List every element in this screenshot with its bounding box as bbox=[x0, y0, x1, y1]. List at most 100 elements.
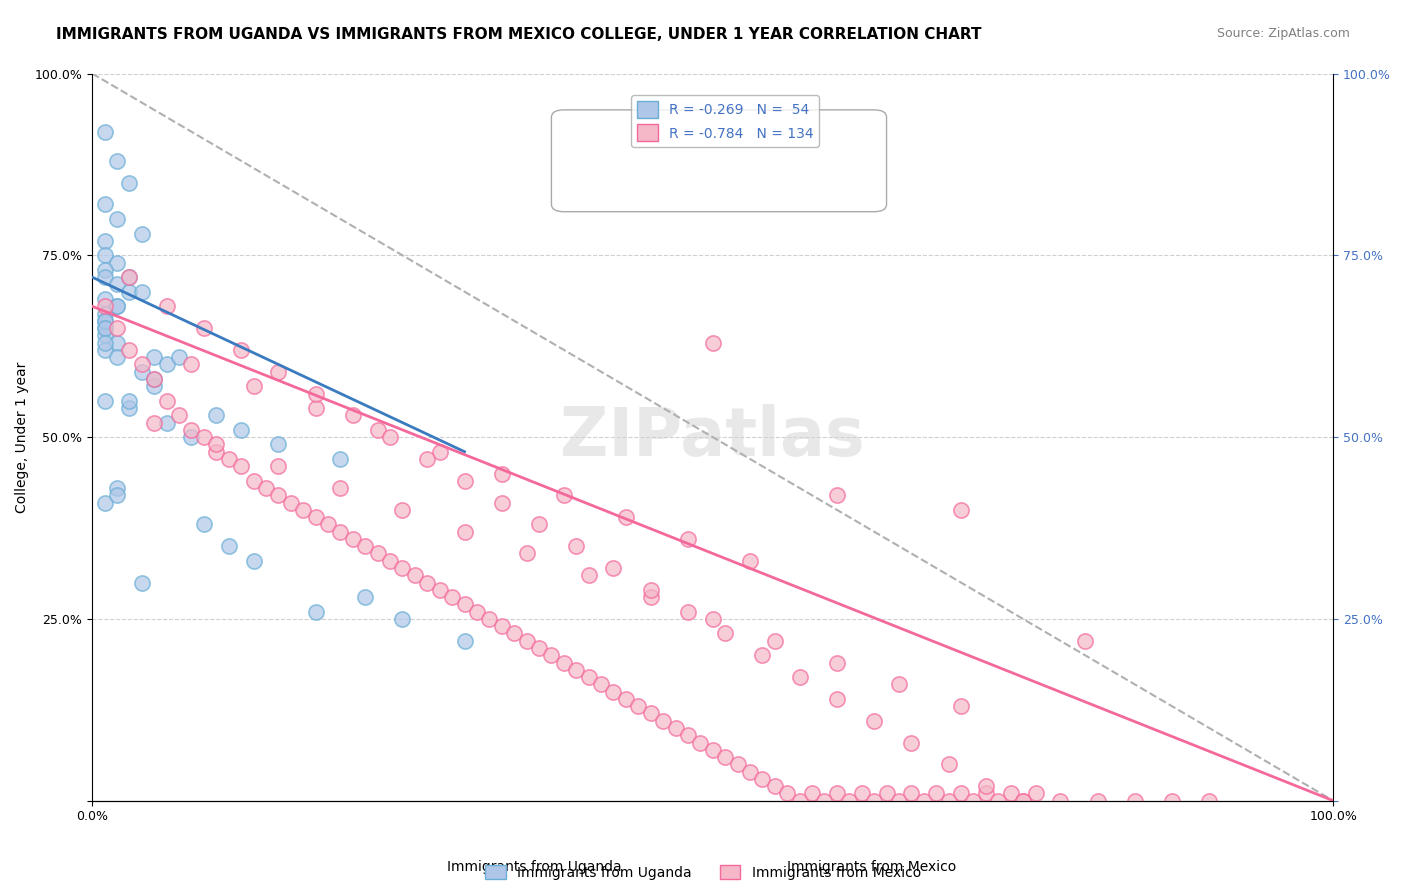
Point bbox=[156, 358, 179, 372]
Point bbox=[143, 350, 166, 364]
Point bbox=[938, 794, 960, 808]
Point bbox=[118, 285, 141, 299]
Point bbox=[863, 794, 886, 808]
Point bbox=[974, 779, 997, 793]
Legend: R = -0.269   N =  54, R = -0.784   N = 134: R = -0.269 N = 54, R = -0.784 N = 134 bbox=[631, 95, 820, 147]
Point bbox=[453, 633, 475, 648]
Point bbox=[938, 757, 960, 772]
Point bbox=[93, 263, 115, 277]
Point bbox=[925, 787, 948, 801]
Point bbox=[676, 605, 699, 619]
Point bbox=[105, 299, 128, 313]
Point bbox=[93, 335, 115, 350]
Point bbox=[1012, 794, 1035, 808]
Point bbox=[304, 605, 326, 619]
Point bbox=[180, 358, 202, 372]
Point bbox=[304, 510, 326, 524]
Point bbox=[553, 488, 575, 502]
Point bbox=[93, 125, 115, 139]
Point bbox=[727, 757, 749, 772]
Point bbox=[1198, 794, 1220, 808]
Point bbox=[527, 640, 550, 655]
Point bbox=[702, 612, 724, 626]
Point bbox=[578, 568, 600, 582]
Point bbox=[105, 277, 128, 292]
Point bbox=[453, 524, 475, 539]
Point bbox=[789, 794, 811, 808]
Point bbox=[751, 648, 773, 663]
Y-axis label: College, Under 1 year: College, Under 1 year bbox=[15, 361, 30, 513]
Point bbox=[491, 467, 513, 481]
Point bbox=[974, 787, 997, 801]
Point bbox=[714, 750, 737, 764]
Point bbox=[131, 575, 153, 590]
Point bbox=[93, 393, 115, 408]
Point bbox=[1000, 787, 1022, 801]
Point bbox=[105, 350, 128, 364]
Point bbox=[118, 270, 141, 285]
Point bbox=[93, 321, 115, 335]
Point bbox=[304, 401, 326, 415]
Point bbox=[801, 787, 824, 801]
Point bbox=[329, 481, 352, 495]
Point bbox=[367, 547, 389, 561]
Point bbox=[863, 714, 886, 728]
Point bbox=[105, 255, 128, 269]
Point bbox=[404, 568, 426, 582]
Point bbox=[329, 524, 352, 539]
Point bbox=[751, 772, 773, 786]
Point bbox=[229, 343, 252, 357]
Point bbox=[851, 787, 873, 801]
Point bbox=[887, 677, 910, 691]
Point bbox=[118, 343, 141, 357]
Point bbox=[105, 299, 128, 313]
Point bbox=[118, 176, 141, 190]
Point bbox=[242, 554, 264, 568]
Point bbox=[1074, 633, 1097, 648]
Point bbox=[391, 503, 413, 517]
Point bbox=[702, 335, 724, 350]
Point bbox=[789, 670, 811, 684]
Point bbox=[591, 677, 613, 691]
Point bbox=[218, 452, 240, 467]
Point bbox=[1087, 794, 1109, 808]
Point bbox=[602, 561, 624, 575]
Point bbox=[1012, 794, 1035, 808]
Point bbox=[304, 386, 326, 401]
Point bbox=[229, 459, 252, 474]
Point bbox=[391, 561, 413, 575]
Point bbox=[218, 539, 240, 553]
Point bbox=[354, 539, 377, 553]
Point bbox=[491, 619, 513, 633]
Point bbox=[540, 648, 562, 663]
Point bbox=[689, 735, 711, 749]
Point bbox=[193, 321, 215, 335]
Point bbox=[527, 517, 550, 532]
Text: ZIPatlas: ZIPatlas bbox=[561, 404, 865, 470]
Point bbox=[105, 153, 128, 168]
Point bbox=[825, 488, 848, 502]
Point bbox=[93, 495, 115, 509]
Point bbox=[652, 714, 675, 728]
Point bbox=[491, 495, 513, 509]
Point bbox=[565, 539, 588, 553]
Point bbox=[763, 633, 786, 648]
Point bbox=[950, 503, 973, 517]
Point bbox=[378, 430, 401, 444]
Point bbox=[776, 787, 799, 801]
Point bbox=[367, 423, 389, 437]
Point bbox=[429, 444, 451, 458]
Point bbox=[131, 285, 153, 299]
Text: Immigrants from Uganda: Immigrants from Uganda bbox=[447, 860, 621, 874]
Point bbox=[516, 633, 538, 648]
Point bbox=[676, 728, 699, 742]
Point bbox=[254, 481, 277, 495]
Point bbox=[167, 409, 190, 423]
Point bbox=[105, 321, 128, 335]
Point bbox=[912, 794, 935, 808]
Point bbox=[614, 510, 637, 524]
Point bbox=[640, 706, 662, 721]
Point bbox=[553, 656, 575, 670]
Point bbox=[156, 416, 179, 430]
Point bbox=[93, 343, 115, 357]
